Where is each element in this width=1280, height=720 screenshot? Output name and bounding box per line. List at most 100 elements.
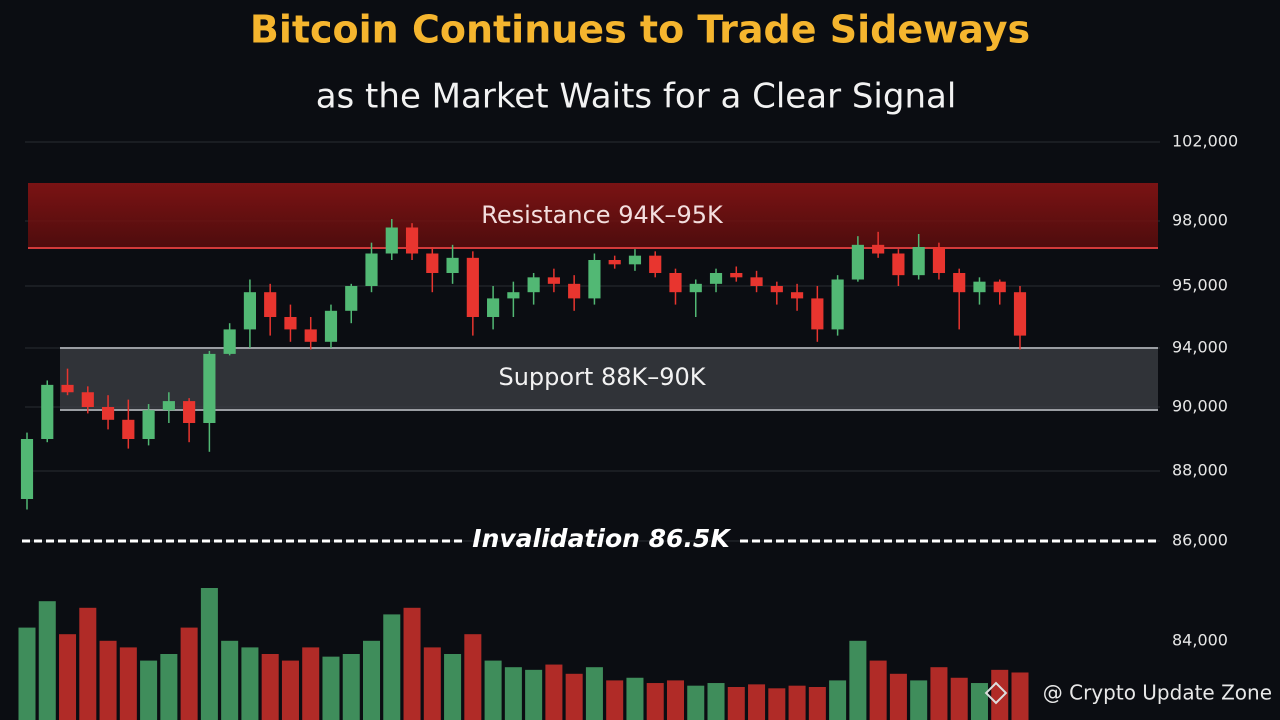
volume-bar <box>362 640 381 720</box>
volume-bar <box>444 654 462 720</box>
candle-body <box>507 292 520 299</box>
volume-bar <box>241 647 259 720</box>
volume-bar <box>707 683 725 720</box>
volume-bar <box>829 680 847 720</box>
candle-body <box>324 310 338 342</box>
candle-body <box>628 255 642 265</box>
chart-subtitle: as the Market Waits for a Clear Signal <box>316 77 957 117</box>
candle-body <box>811 298 824 330</box>
resistance-label: Resistance 94K–95K <box>481 201 724 229</box>
volume-bar <box>626 677 644 720</box>
volume-bar <box>484 660 502 720</box>
candle-body <box>81 392 94 407</box>
volume-bar <box>910 680 928 720</box>
volume-bar <box>545 664 563 720</box>
volume-bar <box>383 614 401 720</box>
volume-bar <box>1011 672 1029 720</box>
volume-bar <box>646 683 664 720</box>
volume-bar <box>991 669 1009 720</box>
candle-body <box>730 273 743 278</box>
candle-body <box>223 329 236 354</box>
candle-body <box>527 277 540 293</box>
volume-bar <box>200 588 218 720</box>
volume-bar <box>748 684 766 720</box>
candle-body <box>588 260 601 299</box>
volume-bar <box>18 627 36 720</box>
volume-bar <box>79 607 97 720</box>
volume-bar <box>788 685 806 720</box>
candle-body <box>101 407 115 420</box>
candle-body <box>750 277 763 286</box>
candle-body <box>953 273 966 293</box>
candle-body <box>689 283 702 293</box>
watermark-logo <box>984 681 1008 705</box>
support-label: Support 88K–90K <box>498 363 706 391</box>
y-tick-label: 90,000 <box>1172 397 1228 416</box>
candle-body <box>20 439 34 499</box>
volume-bar <box>565 673 583 720</box>
candle-body <box>973 281 986 293</box>
y-tick-label: 95,000 <box>1172 276 1228 295</box>
volume-bar <box>889 673 907 720</box>
candle-body <box>831 279 844 330</box>
volume-bar <box>768 688 786 720</box>
volume-bar <box>849 640 867 720</box>
volume-bar <box>525 669 543 720</box>
volume-bar <box>403 607 421 720</box>
candle-body <box>183 401 196 423</box>
candle-body <box>872 244 885 254</box>
candle-body <box>649 255 662 273</box>
y-tick-label: 94,000 <box>1172 338 1228 357</box>
candle-body <box>709 273 723 284</box>
y-tick-label: 98,000 <box>1172 211 1228 230</box>
volume-bar <box>585 667 603 720</box>
volume-bar <box>160 654 178 720</box>
chart-title: Bitcoin Continues to Trade Sideways <box>250 8 1030 52</box>
candle-body <box>426 253 439 273</box>
volume-bar <box>930 667 948 720</box>
candle-body <box>912 247 925 276</box>
candle-body <box>304 329 317 342</box>
volume-bar <box>221 640 239 720</box>
volume-bar <box>606 680 624 720</box>
volume-bar <box>99 640 117 720</box>
volume-bar <box>727 687 745 720</box>
y-tick-label: 102,000 <box>1172 132 1238 151</box>
resistance-band <box>28 183 1158 248</box>
volume-bar <box>869 660 887 720</box>
y-tick-label: 84,000 <box>1172 631 1228 650</box>
candle-body <box>932 247 946 273</box>
volume-bar <box>970 683 988 720</box>
candle-body <box>142 410 155 439</box>
candle-body <box>1013 292 1027 336</box>
volume-bar <box>950 677 968 720</box>
volume-bar <box>261 654 279 720</box>
y-tick-label: 88,000 <box>1172 461 1228 480</box>
volume-bar <box>808 687 826 720</box>
volume-bar <box>322 656 340 720</box>
candle-body <box>405 227 419 254</box>
candle-body <box>162 401 175 411</box>
volume-bar <box>302 647 320 720</box>
support-band <box>60 348 1158 410</box>
volume-bar <box>342 654 360 720</box>
volume-bar <box>281 660 299 720</box>
candle-body <box>608 260 621 265</box>
volume-bar <box>59 634 77 720</box>
candle-body <box>122 419 135 439</box>
candle-body <box>365 253 378 286</box>
candle-body <box>446 257 459 273</box>
volume-bar <box>180 627 198 720</box>
volume-bar <box>423 647 441 720</box>
volume-bar <box>119 647 137 720</box>
candle-body <box>41 384 54 439</box>
candle-body <box>851 244 864 280</box>
watermark: @ Crypto Update Zone <box>1043 681 1272 705</box>
candle-body <box>243 292 256 330</box>
candle-body <box>466 257 479 317</box>
volume-bar <box>687 685 705 720</box>
y-tick-label: 86,000 <box>1172 531 1228 550</box>
candle-body <box>61 384 74 393</box>
candle-body <box>770 286 783 293</box>
